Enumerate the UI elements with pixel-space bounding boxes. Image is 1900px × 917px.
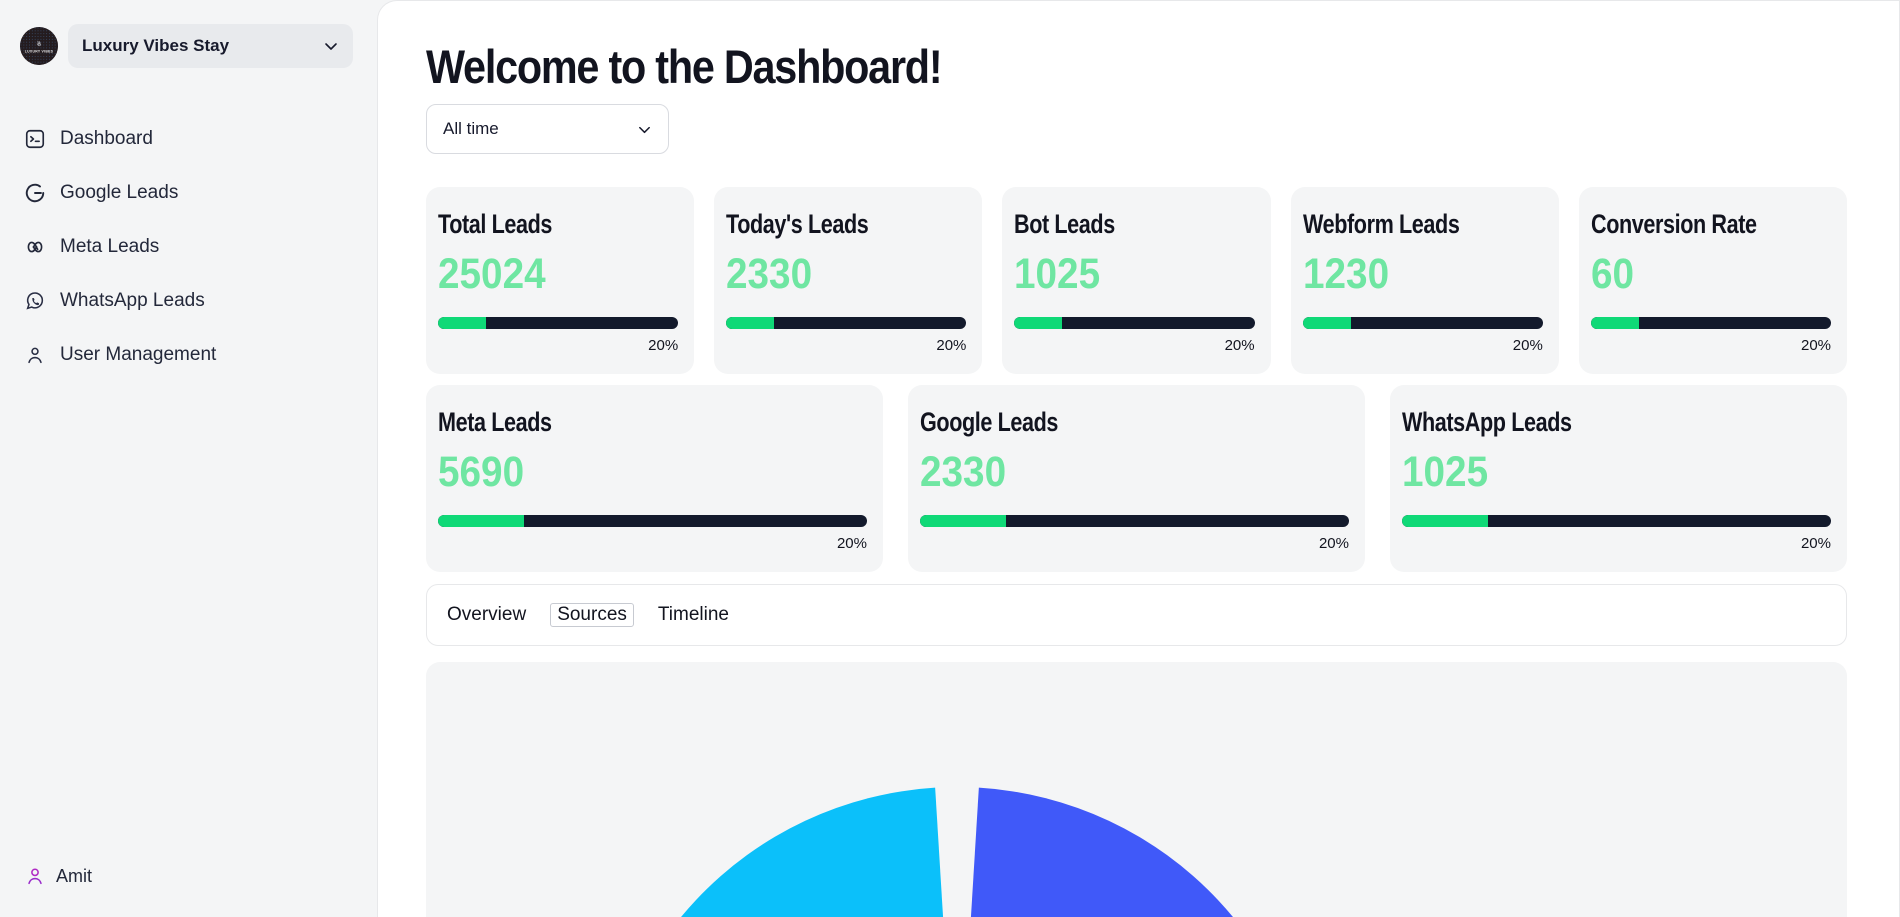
svg-text:LUXURY VIBES: LUXURY VIBES bbox=[25, 50, 54, 54]
svg-text:☃: ☃ bbox=[36, 40, 41, 48]
